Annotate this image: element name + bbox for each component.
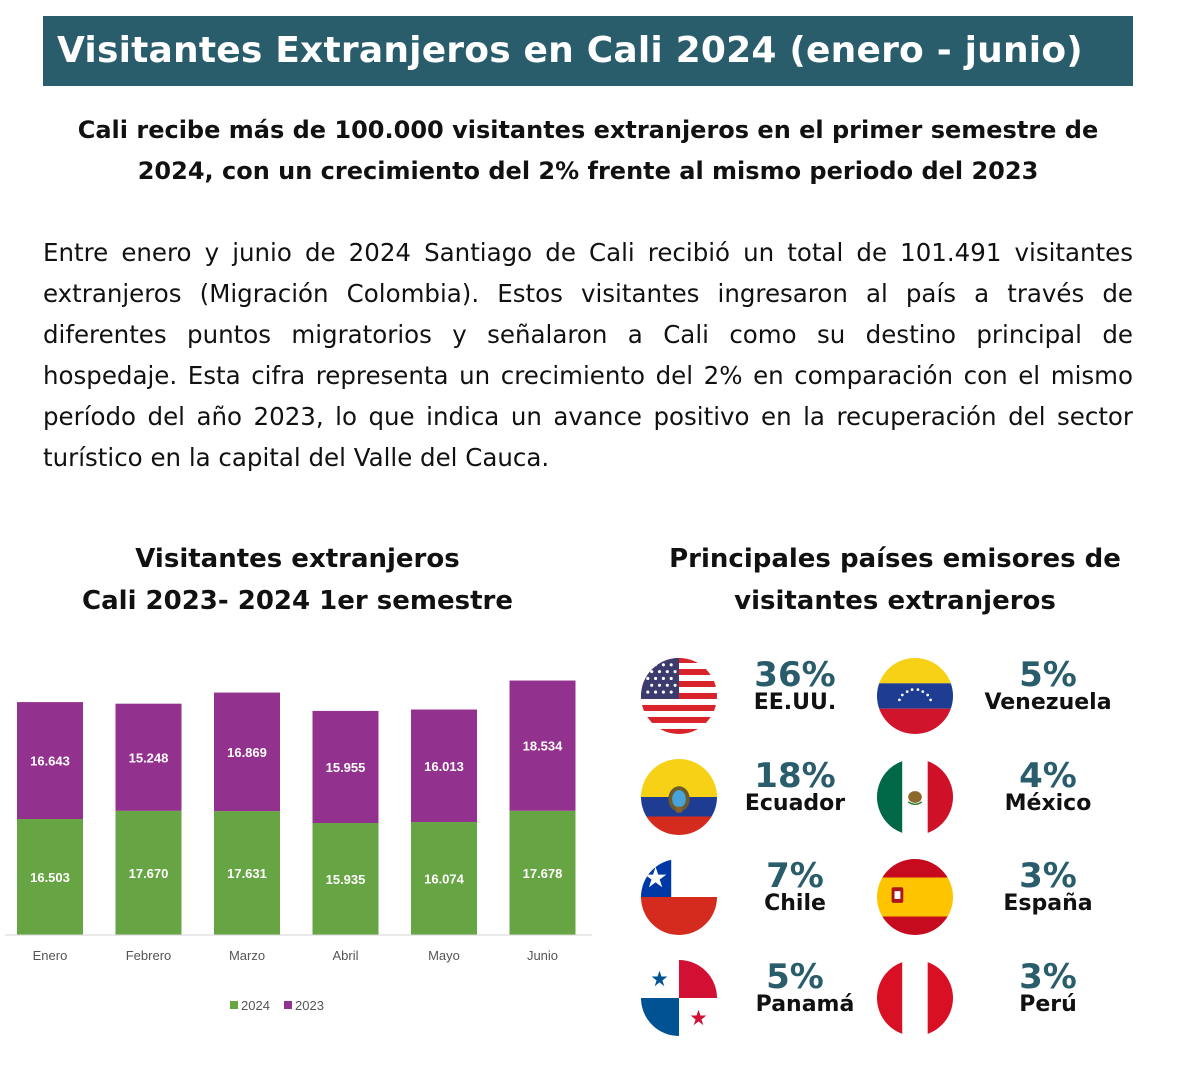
data-label-2024-enero: 16.503 — [30, 870, 70, 885]
data-label-2023-mayo: 16.013 — [424, 759, 464, 774]
data-label-2024-abril: 15.935 — [326, 872, 366, 887]
chart-title-line1: Visitantes extranjeros — [135, 544, 460, 574]
bar-2024-junio — [509, 810, 576, 935]
countries-title-line1: Principales países emisores de — [669, 544, 1121, 574]
legend-label-2023: 2023 — [295, 998, 324, 1013]
chile-flag-icon — [640, 858, 718, 936]
country-pct: 3% — [1019, 856, 1077, 896]
data-label-2024-marzo: 17.631 — [227, 866, 267, 881]
country-name: España — [1003, 891, 1093, 916]
panama-flag-icon — [640, 959, 718, 1037]
data-label-2023-febrero: 15.248 — [129, 750, 169, 765]
data-label-2024-junio: 17.678 — [523, 866, 563, 881]
data-label-2024-febrero: 17.670 — [129, 866, 169, 881]
bar-2024-febrero — [115, 810, 182, 935]
country-name: Venezuela — [984, 690, 1112, 715]
chart-title: Visitantes extranjeros Cali 2023- 2024 1… — [40, 538, 555, 622]
country-name: Ecuador — [744, 791, 846, 816]
country-panama: 5% Panamá — [640, 957, 880, 1039]
country-name: Panamá — [755, 992, 855, 1017]
country-pct: 18% — [754, 756, 836, 796]
intro-paragraph: Entre enero y junio de 2024 Santiago de … — [43, 238, 1133, 472]
country-spain: 3% España — [876, 856, 1116, 938]
x-tick-label: Abril — [332, 948, 358, 963]
stacked-bar-chart: 16.503 16.643 Enero 17.670 15.248 Febrero 17.6… — [5, 680, 592, 1013]
data-label-2024-mayo: 16.074 — [424, 872, 465, 887]
mexico-flag-icon — [876, 758, 954, 836]
bar-2024-mayo — [411, 822, 477, 935]
peru-flag-icon — [876, 959, 954, 1037]
legend-label-2024: 2024 — [241, 998, 270, 1013]
x-tick-label: Enero — [33, 948, 68, 963]
country-pct: 36% — [754, 655, 836, 695]
country-name: Perú — [1019, 992, 1077, 1017]
bar-2023-febrero — [115, 703, 182, 811]
x-tick-label: Junio — [527, 948, 558, 963]
country-usa: 36% EE.UU. — [640, 655, 880, 737]
data-label-2023-junio: 18.534 — [523, 739, 564, 754]
country-pct: 5% — [766, 957, 824, 997]
spain-flag-icon — [876, 858, 954, 936]
page-subtitle: Cali recibe más de 100.000 visitantes ex… — [77, 116, 1099, 185]
usa-flag-icon — [640, 657, 718, 735]
countries-title: Principales países emisores de visitante… — [650, 538, 1140, 622]
data-label-2023-abril: 15.955 — [326, 760, 366, 775]
country-name: Chile — [764, 891, 826, 916]
venezuela-flag-icon — [876, 657, 954, 735]
ecuador-flag-icon — [640, 758, 718, 836]
title-banner: Visitantes Extranjeros en Cali 2024 (ene… — [43, 16, 1133, 86]
data-label-2023-enero: 16.643 — [30, 754, 70, 769]
country-chile: 7% Chile — [640, 856, 880, 938]
bar-2023-mayo — [411, 709, 477, 823]
legend-swatch-2024 — [230, 1001, 238, 1009]
bar-2024-marzo — [214, 811, 280, 935]
countries-title-line2: visitantes extranjeros — [734, 586, 1056, 616]
legend-swatch-2023 — [284, 1001, 292, 1009]
country-pct: 7% — [766, 856, 824, 896]
x-tick-label: Febrero — [126, 948, 172, 963]
chart-title-line2: Cali 2023- 2024 1er semestre — [82, 586, 513, 616]
x-tick-label: Marzo — [229, 948, 265, 963]
country-name: EE.UU. — [753, 690, 837, 715]
x-tick-label: Mayo — [428, 948, 460, 963]
country-name: México — [1004, 791, 1092, 816]
country-venezuela: 5% Venezuela — [876, 655, 1116, 737]
bar-2023-marzo — [214, 692, 280, 812]
bar-2024-enero — [17, 819, 83, 935]
page-title: Visitantes Extranjeros en Cali 2024 (ene… — [57, 30, 1083, 71]
bar-2024-abril — [312, 823, 379, 935]
country-ecuador: 18% Ecuador — [640, 756, 880, 838]
country-pct: 3% — [1019, 957, 1077, 997]
country-pct: 5% — [1019, 655, 1077, 695]
bar-2023-junio — [509, 680, 576, 811]
bar-2023-abril — [312, 710, 379, 824]
country-pct: 4% — [1019, 756, 1077, 796]
country-mexico: 4% México — [876, 756, 1116, 838]
data-label-2023-marzo: 16.869 — [227, 745, 267, 760]
country-peru: 3% Perú — [876, 957, 1116, 1039]
bar-2023-enero — [17, 702, 83, 820]
